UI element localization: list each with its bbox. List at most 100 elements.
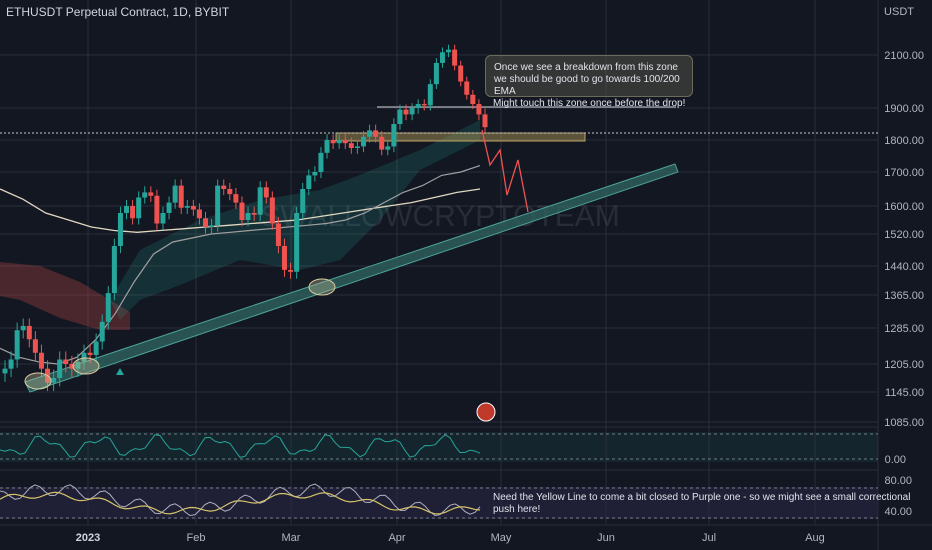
candle-body-35 (215, 185, 221, 226)
candle-body-19 (117, 213, 123, 246)
candle-body-22 (136, 197, 142, 219)
candle-body-2 (14, 330, 20, 360)
candle-body-13 (81, 352, 87, 362)
candle-body-76 (464, 81, 470, 95)
candle-body-49 (300, 189, 306, 213)
indicator2-tick-0: 80.00 (884, 475, 912, 487)
price-tick-11: 1085.00 (884, 417, 924, 429)
candle-body-31 (190, 206, 196, 210)
candle-body-10 (63, 359, 69, 364)
flag-icon (476, 402, 496, 422)
candle-body-38 (233, 194, 239, 203)
ema-100-line (0, 165, 481, 365)
price-tick-7: 1365.00 (884, 290, 924, 302)
candle-body-58 (354, 146, 360, 148)
indicator2-purple-line (0, 483, 481, 517)
signal-triangle (116, 368, 124, 375)
time-tick-2: Mar (282, 532, 301, 544)
candle-body-12 (75, 361, 81, 369)
candle-body-30 (184, 206, 190, 208)
candle-body-56 (342, 140, 348, 144)
candle-body-61 (373, 130, 379, 137)
candle-body-0 (2, 368, 8, 374)
ema-200-line (0, 188, 481, 233)
candle-body-24 (148, 192, 154, 196)
candle-body-79 (482, 114, 488, 128)
candles (2, 44, 488, 392)
price-tick-10: 1145.00 (885, 387, 924, 399)
time-tick-7: Aug (805, 532, 825, 544)
candle-body-28 (172, 185, 178, 203)
candle-body-40 (245, 213, 251, 220)
annotation-touch-zone: Might touch this zone once before the dr… (493, 98, 686, 109)
candle-body-29 (178, 185, 184, 208)
candle-body-25 (154, 195, 160, 224)
bounce-marker-2 (308, 278, 336, 296)
candle-body-42 (257, 187, 263, 215)
candle-body-8 (51, 378, 57, 383)
candle-body-72 (439, 52, 445, 63)
candle-body-26 (160, 213, 166, 224)
bounce-marker-1 (72, 357, 100, 375)
indicator2-tick-1: 40.00 (884, 506, 912, 518)
candle-body-65 (397, 109, 403, 124)
candle-body-50 (306, 175, 312, 189)
candle-body-17 (105, 293, 111, 322)
candle-body-78 (476, 104, 482, 115)
candle-body-46 (281, 246, 287, 270)
candle-body-41 (251, 213, 257, 215)
candle-body-63 (385, 146, 391, 150)
candle-body-47 (288, 269, 294, 272)
candle-body-73 (446, 49, 452, 53)
candle-body-1 (8, 359, 14, 369)
currency-label: USDT (884, 6, 914, 18)
price-tick-5: 1520.00 (884, 229, 924, 241)
candle-body-15 (93, 341, 99, 355)
candle-body-32 (196, 209, 202, 219)
candle-body-54 (330, 140, 336, 144)
candle-body-67 (409, 108, 415, 115)
candle-body-21 (130, 206, 136, 219)
indicator1-line (0, 434, 481, 458)
price-tick-4: 1600.00 (884, 201, 924, 213)
annotation-breakdown: Once we see a breakdown from this zone w… (485, 55, 693, 97)
candle-body-44 (269, 197, 275, 224)
candle-body-53 (324, 140, 330, 153)
candle-body-59 (360, 136, 366, 147)
indicator2-yellow-line (0, 491, 481, 515)
price-tick-2: 1800.00 (884, 135, 924, 147)
candle-body-9 (57, 359, 63, 378)
candle-body-6 (38, 352, 44, 369)
time-tick-3: Apr (388, 532, 405, 544)
indicator1-tick-0: 0.00 (885, 454, 906, 466)
candle-body-71 (433, 62, 439, 85)
candle-body-66 (403, 109, 409, 115)
candle-body-68 (415, 104, 421, 108)
candle-body-69 (421, 104, 427, 106)
candle-body-39 (239, 202, 245, 220)
candle-body-62 (379, 136, 385, 150)
price-tick-3: 1700.00 (884, 167, 924, 179)
candle-body-70 (427, 84, 433, 106)
candle-body-57 (348, 143, 354, 148)
price-tick-8: 1285.00 (884, 323, 924, 335)
time-tick-4: May (491, 532, 512, 544)
price-tick-0: 2100.00 (884, 50, 924, 62)
candle-body-51 (312, 172, 318, 176)
candle-body-48 (294, 213, 300, 272)
candle-body-5 (32, 339, 38, 353)
time-tick-5: Jun (597, 532, 615, 544)
candle-body-23 (142, 192, 148, 198)
candle-body-37 (227, 189, 233, 195)
candle-body-74 (452, 49, 458, 66)
candle-body-75 (458, 65, 464, 82)
time-tick-0: 2023 (76, 532, 100, 544)
candle-body-27 (166, 202, 172, 213)
candle-body-4 (26, 325, 32, 340)
candle-body-77 (470, 94, 476, 105)
annotation-yellow-line: Need the Yellow Line to come a bit close… (493, 492, 911, 515)
price-tick-1: 1900.00 (884, 103, 924, 115)
projected-path (481, 129, 529, 213)
time-tick-1: Feb (187, 532, 206, 544)
